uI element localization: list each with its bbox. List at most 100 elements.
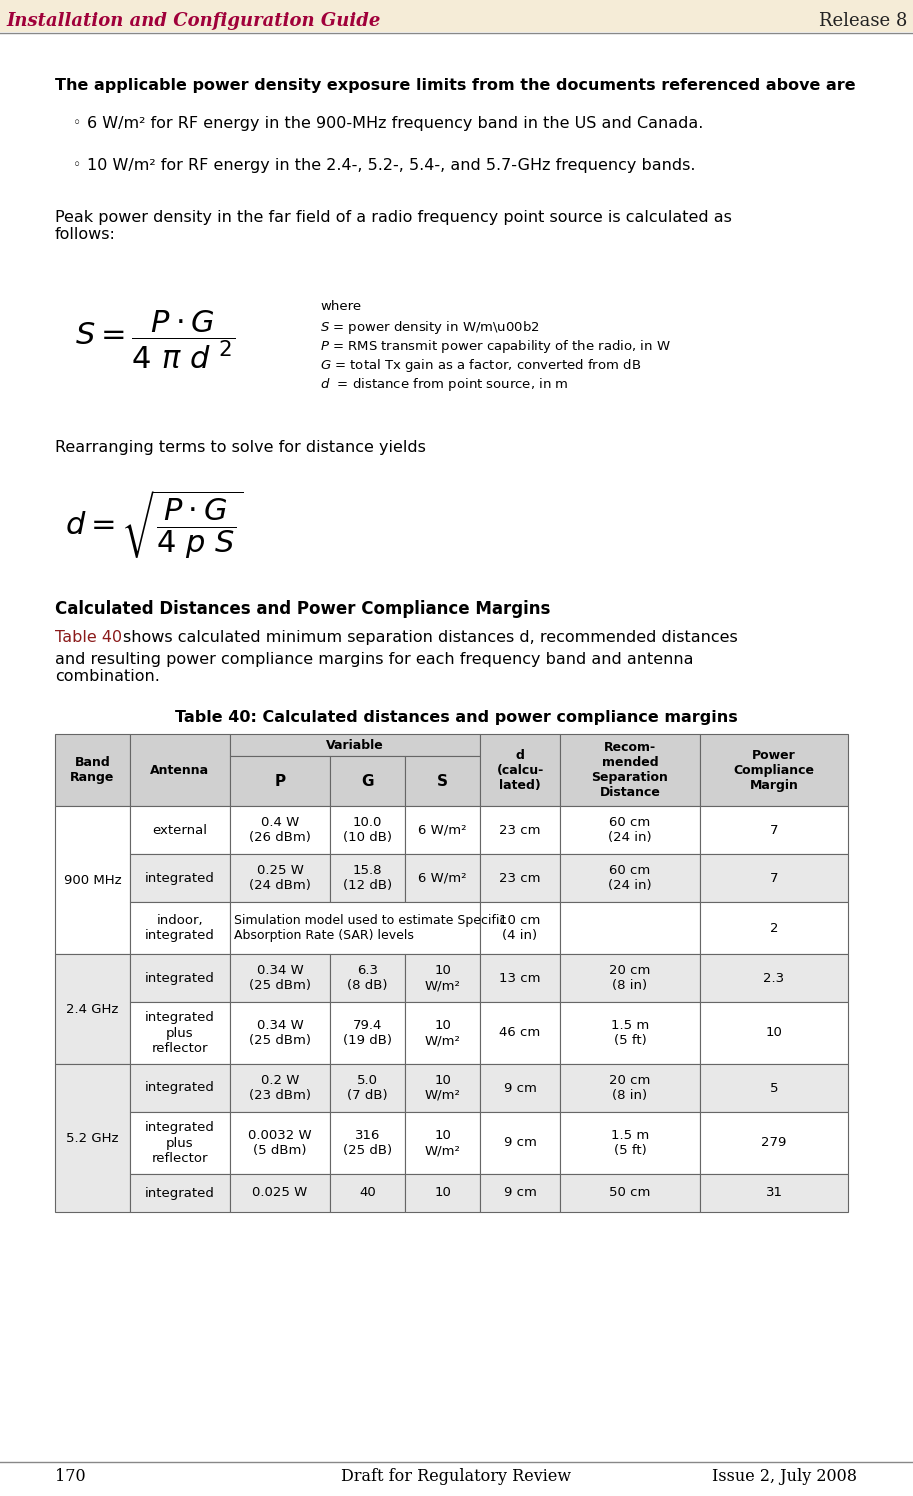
Text: 0.025 W: 0.025 W [252, 1186, 308, 1200]
Text: 46 cm: 46 cm [499, 1026, 540, 1040]
Text: 50 cm: 50 cm [609, 1186, 651, 1200]
Bar [480, 806, 560, 854]
Text: 0.34 W
(25 dBm): 0.34 W (25 dBm) [249, 963, 311, 992]
Text: 6 W/m²: 6 W/m² [418, 823, 467, 836]
Text: 7: 7 [770, 872, 778, 884]
Text: integrated
plus
reflector: integrated plus reflector [145, 1122, 215, 1164]
Text: 10
W/m²: 10 W/m² [425, 1074, 460, 1103]
Bar [330, 854, 405, 902]
Text: 23 cm: 23 cm [499, 872, 540, 884]
Text: 0.4 W
(26 dBm): 0.4 W (26 dBm) [249, 815, 311, 844]
Text: 9 cm: 9 cm [504, 1082, 537, 1095]
Text: 60 cm
(24 in): 60 cm (24 in) [608, 865, 652, 892]
Text: 10
W/m²: 10 W/m² [425, 1129, 460, 1156]
Text: 10 cm
(4 in): 10 cm (4 in) [499, 914, 540, 942]
Bar [405, 1064, 480, 1112]
Text: Issue 2, July 2008: Issue 2, July 2008 [712, 1468, 857, 1486]
Bar [55, 1064, 130, 1212]
Text: 2: 2 [770, 922, 778, 935]
Bar [480, 735, 560, 806]
Text: $S$ = power density in W/m\u00b2: $S$ = power density in W/m\u00b2 [320, 319, 540, 337]
Text: $d = \sqrt{\dfrac{P \cdot G}{4 \ p \ S}}$: $d = \sqrt{\dfrac{P \cdot G}{4 \ p \ S}}… [65, 489, 244, 561]
Bar [330, 1112, 405, 1174]
Text: Rearranging terms to solve for distance yields: Rearranging terms to solve for distance … [55, 440, 425, 455]
Text: 1.5 m
(5 ft): 1.5 m (5 ft) [611, 1019, 649, 1047]
Bar [560, 1174, 700, 1212]
Text: 1.5 m
(5 ft): 1.5 m (5 ft) [611, 1129, 649, 1156]
Bar [405, 954, 480, 1002]
Bar [405, 755, 480, 806]
Bar [560, 1064, 700, 1112]
Bar [130, 854, 230, 902]
Text: Table 40: Table 40 [55, 630, 122, 645]
Text: indoor,
integrated: indoor, integrated [145, 914, 215, 942]
Text: integrated
plus
reflector: integrated plus reflector [145, 1011, 215, 1055]
Text: 79.4
(19 dB): 79.4 (19 dB) [343, 1019, 392, 1047]
Text: ◦: ◦ [73, 117, 81, 130]
Text: 5.2 GHz: 5.2 GHz [67, 1131, 119, 1144]
Text: 15.8
(12 dB): 15.8 (12 dB) [343, 865, 392, 892]
Bar [130, 902, 230, 954]
Text: Band
Range: Band Range [70, 755, 115, 784]
Text: 10
W/m²: 10 W/m² [425, 963, 460, 992]
Bar [700, 1002, 848, 1064]
Bar [230, 755, 330, 806]
Bar [700, 1174, 848, 1212]
Bar [130, 735, 230, 806]
Text: and resulting power compliance margins for each frequency band and antenna
combi: and resulting power compliance margins f… [55, 652, 694, 684]
Bar [480, 902, 560, 954]
Text: 7: 7 [770, 823, 778, 836]
Text: $d$  = distance from point source, in m: $d$ = distance from point source, in m [320, 375, 569, 393]
Bar [560, 1002, 700, 1064]
Bar [330, 755, 405, 806]
Text: 0.25 W
(24 dBm): 0.25 W (24 dBm) [249, 865, 311, 892]
Bar [405, 1112, 480, 1174]
Text: 20 cm
(8 in): 20 cm (8 in) [609, 963, 651, 992]
Bar [560, 902, 700, 954]
Text: integrated: integrated [145, 1186, 215, 1200]
Bar [480, 1064, 560, 1112]
Bar [230, 854, 330, 902]
Bar [405, 1002, 480, 1064]
Bar [130, 806, 230, 854]
Bar [230, 806, 330, 854]
Text: Simulation model used to estimate Specific
Absorption Rate (SAR) levels: Simulation model used to estimate Specif… [234, 914, 507, 942]
Text: 40: 40 [359, 1186, 376, 1200]
Text: 6 W/m² for RF energy in the 900-MHz frequency band in the US and Canada.: 6 W/m² for RF energy in the 900-MHz freq… [87, 117, 703, 132]
Bar [230, 735, 480, 755]
Text: $S = \dfrac{P \cdot G}{4 \ \pi \ d \ ^{2}}$: $S = \dfrac{P \cdot G}{4 \ \pi \ d \ ^{2… [75, 308, 236, 371]
Text: Installation and Configuration Guide: Installation and Configuration Guide [6, 12, 381, 30]
Text: 0.34 W
(25 dBm): 0.34 W (25 dBm) [249, 1019, 311, 1047]
Bar [230, 1112, 330, 1174]
Bar [130, 1112, 230, 1174]
Text: Power
Compliance
Margin: Power Compliance Margin [733, 748, 814, 791]
Bar [405, 854, 480, 902]
Bar [560, 854, 700, 902]
Text: 10
W/m²: 10 W/m² [425, 1019, 460, 1047]
Bar [55, 735, 130, 806]
Bar [330, 1174, 405, 1212]
Text: shows calculated minimum separation distances ​d​, recommended distances: shows calculated minimum separation dist… [123, 630, 738, 645]
Bar [230, 1174, 330, 1212]
Text: integrated: integrated [145, 971, 215, 984]
Text: 0.0032 W
(5 dBm): 0.0032 W (5 dBm) [248, 1129, 312, 1156]
Bar [480, 1002, 560, 1064]
Text: 20 cm
(8 in): 20 cm (8 in) [609, 1074, 651, 1103]
Bar [480, 1174, 560, 1212]
Text: 900 MHz: 900 MHz [64, 874, 121, 887]
Text: 9 cm: 9 cm [504, 1186, 537, 1200]
Text: integrated: integrated [145, 1082, 215, 1095]
Bar [55, 954, 130, 1064]
Text: 10: 10 [434, 1186, 451, 1200]
Bar [560, 806, 700, 854]
Bar [130, 954, 230, 1002]
Text: 5: 5 [770, 1082, 778, 1095]
Bar [700, 854, 848, 902]
Bar [480, 954, 560, 1002]
Text: 23 cm: 23 cm [499, 823, 540, 836]
Text: Peak power density in the far field of a radio frequency point source is calcula: Peak power density in the far field of a… [55, 209, 732, 242]
Text: 6 W/m²: 6 W/m² [418, 872, 467, 884]
Text: 2.3: 2.3 [763, 971, 784, 984]
Bar [405, 806, 480, 854]
Text: d
(calcu-
lated): d (calcu- lated) [497, 748, 543, 791]
